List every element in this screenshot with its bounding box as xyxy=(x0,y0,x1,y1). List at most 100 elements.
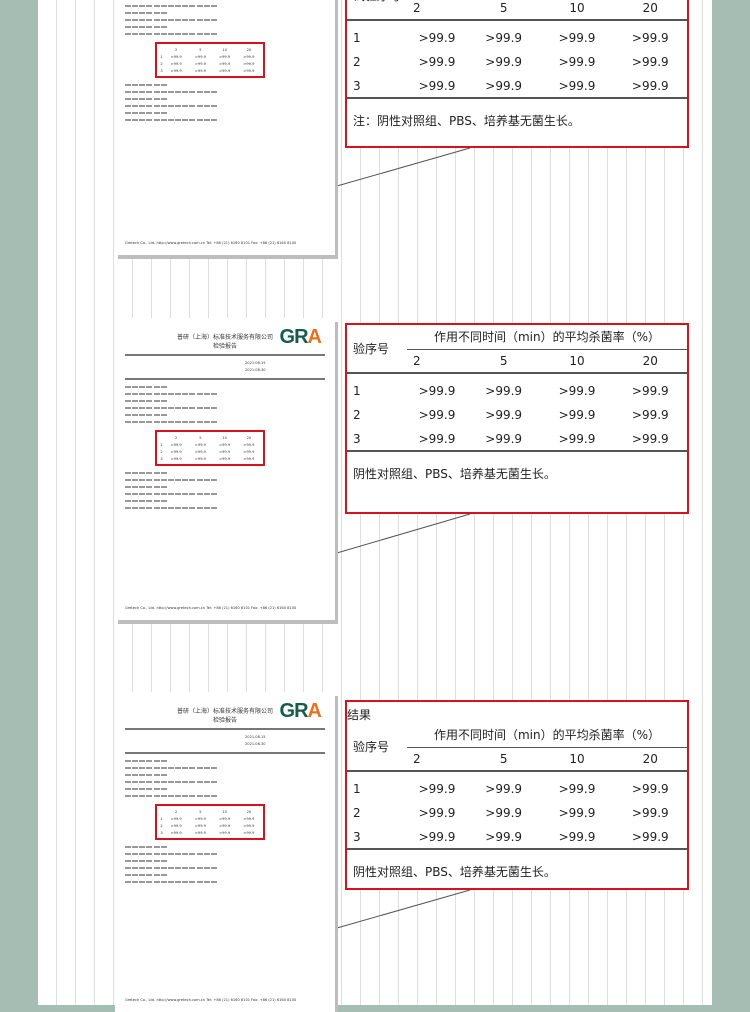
report-text-line xyxy=(125,844,325,851)
report-company: 普研（上海）标准技术服务有限公司 xyxy=(176,334,273,341)
report-text-line xyxy=(125,117,325,124)
report-text-line xyxy=(125,10,325,17)
time-header: 10 xyxy=(569,751,585,766)
result-row: 3 >99.9 >99.9 >99.9 >99.9 xyxy=(353,431,669,446)
result-row: 3 >99.9 >99.9 >99.9 >99.9 xyxy=(353,829,669,844)
mini-table-row: 3 >99.9 >99.9 >99.9 >99.9 xyxy=(160,830,255,835)
report-date: 2021.08.30 xyxy=(245,368,266,372)
result-callout: 验序号 作用不同时间（min）的平均杀菌率（%） 2 5 10 20 1 >99.9 >99… xyxy=(345,323,689,514)
mini-table-row: 3 >99.9 >99.9 >99.9 >99.9 xyxy=(160,456,255,461)
report-text-line xyxy=(125,505,325,512)
report-text-line xyxy=(125,31,325,38)
report-text-line xyxy=(125,391,325,398)
report-text-line xyxy=(125,82,325,89)
report-text-line xyxy=(125,758,325,765)
gra-logo: GRA xyxy=(279,326,322,348)
result-row: 1 >99.9 >99.9 >99.9 >99.9 xyxy=(353,31,669,45)
row-header: 试验序号 xyxy=(347,0,407,20)
connector-line xyxy=(329,147,471,189)
report-text-line xyxy=(125,110,325,117)
highlighted-result-table: 2 5 10 20 1 >99.9 >99.9 >99.9 >99.9 2 >99.9 >99.9 >9… xyxy=(155,430,265,466)
row-header: 验序号 xyxy=(353,342,390,356)
report-text-line xyxy=(125,398,325,405)
test-report-thumbnail: GRA 普研（上海）标准技术服务有限公司 检验报告 2021.08.15 202… xyxy=(115,0,335,255)
report-text-line xyxy=(125,879,325,886)
report-text-line xyxy=(125,872,325,879)
callout-note: 阴性对照组、PBS、培养基无菌生长。 xyxy=(353,865,556,879)
result-row: 2 >99.9 >99.9 >99.9 >99.9 xyxy=(353,806,669,820)
test-report-thumbnail: GRA 普研（上海）标准技术服务有限公司 检验报告 2021.08.15 202… xyxy=(115,692,335,1012)
result-row: 2 >99.9 >99.9 >99.9 >99.9 xyxy=(353,55,669,69)
highlighted-result-table: 2 5 10 20 1 >99.9 >99.9 >99.9 >99.9 2 >99.9 >99.9 >9… xyxy=(155,804,265,840)
result-row: 1 >99.9 >99.9 >99.9 >99.9 xyxy=(353,384,669,398)
row-header: 验序号 xyxy=(353,740,390,754)
time-header: 20 xyxy=(642,751,658,766)
report-text-line xyxy=(125,96,325,103)
time-header: 5 xyxy=(499,353,508,368)
report-text-line xyxy=(125,405,325,412)
time-header: 2 xyxy=(413,353,421,368)
report-footer: Gretech Co., Ltd. http://www.gretech.com… xyxy=(125,606,297,610)
report-text-line xyxy=(125,772,325,779)
report-text-line xyxy=(125,24,325,31)
report-text-line xyxy=(125,103,325,110)
time-header: 5 xyxy=(499,0,508,15)
report-text-line xyxy=(125,477,325,484)
gra-logo: GRA xyxy=(279,700,322,722)
report-text-line xyxy=(125,384,325,391)
mini-table-row: 2 >99.9 >99.9 >99.9 >99.9 xyxy=(160,449,255,454)
span-title: 作用不同时间（min）的平均杀菌率（%） xyxy=(407,723,687,748)
report-text-line xyxy=(125,865,325,872)
report-text-line xyxy=(125,779,325,786)
report-footer: Gretech Co., Ltd. http://www.gretech.com… xyxy=(125,241,297,245)
mini-table-row: 1 >99.9 >99.9 >99.9 >99.9 xyxy=(160,54,255,59)
report-text-line xyxy=(125,412,325,419)
report-text-line xyxy=(125,3,325,10)
callout-heading: 结果 xyxy=(347,708,372,722)
report-date: 2021.08.15 xyxy=(245,361,266,365)
mini-table-row: 2 >99.9 >99.9 >99.9 >99.9 xyxy=(160,823,255,828)
report-title: 检验报告 xyxy=(212,717,237,724)
report-text-line xyxy=(125,419,325,426)
time-header: 2 xyxy=(413,751,421,766)
time-header: 10 xyxy=(569,353,585,368)
time-header: 2 xyxy=(413,0,421,15)
result-row: 3 >99.9 >99.9 >99.9 >99.9 xyxy=(353,78,669,93)
report-text-line xyxy=(125,470,325,477)
report-company: 普研（上海）标准技术服务有限公司 xyxy=(176,708,273,715)
span-title: 作用不同时间（min）的平均杀菌率（%） xyxy=(407,325,687,350)
time-header: 5 xyxy=(499,751,508,766)
highlighted-result-table: 2 5 10 20 1 >99.9 >99.9 >99.9 >99.9 2 >99.9 >99.9 >9… xyxy=(155,42,265,78)
mini-table-row: 1 >99.9 >99.9 >99.9 >99.9 xyxy=(160,816,255,821)
mini-table-row: 1 >99.9 >99.9 >99.9 >99.9 xyxy=(160,442,255,447)
report-text-line xyxy=(125,89,325,96)
result-row: 2 >99.9 >99.9 >99.9 >99.9 xyxy=(353,408,669,422)
report-text-line xyxy=(125,17,325,24)
report-text-line xyxy=(125,786,325,793)
report-text-line xyxy=(125,491,325,498)
time-header: 20 xyxy=(642,0,658,15)
time-header: 20 xyxy=(642,353,658,368)
report-text-line xyxy=(125,851,325,858)
mini-table-row: 3 >99.9 >99.9 >99.9 >99.9 xyxy=(160,68,255,73)
callout-note: 阴性对照组、PBS、培养基无菌生长。 xyxy=(353,467,556,481)
report-footer: Gretech Co., Ltd. http://www.gretech.com… xyxy=(125,998,297,1002)
callout-note: 注：阴性对照组、PBS、培养基无菌生长。 xyxy=(353,114,580,128)
result-row: 1 >99.9 >99.9 >99.9 >99.9 xyxy=(353,782,669,796)
report-text-line xyxy=(125,765,325,772)
mini-table-row: 2 >99.9 >99.9 >99.9 >99.9 xyxy=(160,61,255,66)
report-date: 2021.08.15 xyxy=(245,735,266,739)
report-title: 检验报告 xyxy=(212,343,237,350)
report-text-line xyxy=(125,498,325,505)
report-date: 2021.08.30 xyxy=(245,742,266,746)
report-text-line xyxy=(125,484,325,491)
report-text-line xyxy=(125,858,325,865)
connector-line xyxy=(329,513,471,556)
time-header: 10 xyxy=(569,0,585,15)
connector-line xyxy=(329,889,471,931)
report-text-line xyxy=(125,793,325,800)
result-callout: 结果 验序号 作用不同时间（min）的平均杀菌率（%） 2 5 10 20 1 >99.9… xyxy=(345,700,689,890)
test-report-thumbnail: GRA 普研（上海）标准技术服务有限公司 检验报告 2021.08.15 202… xyxy=(115,318,335,620)
